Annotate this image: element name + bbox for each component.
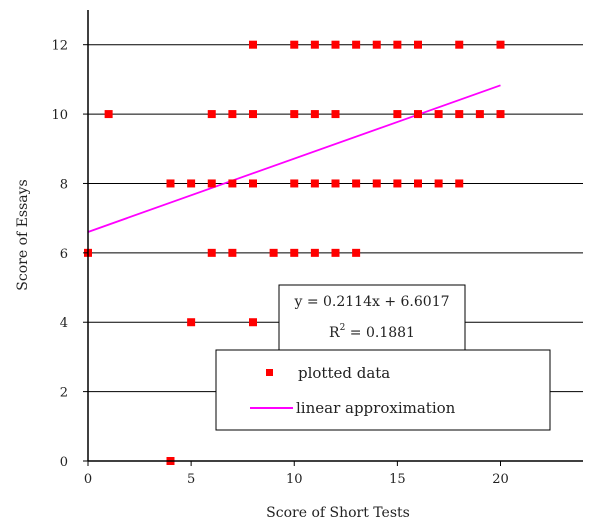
tick-labels: 0 2 4 6 8 10 12 0 5 10 15 20	[51, 39, 508, 487]
data-point	[455, 40, 464, 49]
regression-line	[87, 84, 501, 233]
data-point	[187, 179, 196, 188]
data-point	[310, 179, 319, 188]
data-point	[393, 179, 402, 188]
x-tick-label: 5	[187, 472, 195, 487]
y-tick-label: 2	[60, 386, 68, 401]
legend-label-linear-approximation: linear approximation	[296, 399, 456, 417]
legend-label-plotted-data: plotted data	[298, 364, 390, 382]
data-point	[331, 40, 340, 49]
equation-text: y = 0.2114x + 6.6017	[293, 294, 449, 310]
data-point	[207, 248, 216, 257]
x-axis-label: Score of Short Tests	[266, 505, 410, 521]
data-point	[455, 110, 464, 119]
x-tick-label: 20	[492, 472, 509, 487]
data-point	[290, 248, 299, 257]
data-point	[207, 179, 216, 188]
data-point	[249, 318, 257, 327]
y-tick-label: 0	[60, 455, 68, 470]
axes	[83, 10, 583, 466]
regression-line-group	[87, 84, 501, 233]
data-point	[393, 110, 402, 119]
y-tick-label: 4	[60, 316, 68, 331]
data-point	[414, 179, 422, 188]
data-point	[187, 318, 196, 327]
data-point	[228, 110, 237, 119]
x-tick-label: 10	[286, 472, 303, 487]
data-point	[331, 110, 340, 119]
r-squared-symbol: R	[329, 325, 340, 341]
data-point	[352, 179, 361, 188]
data-point	[434, 179, 443, 188]
x-tick-label: 15	[389, 472, 406, 487]
data-point	[372, 179, 381, 188]
data-point	[331, 248, 340, 257]
data-point	[393, 40, 402, 49]
data-point	[475, 110, 484, 119]
data-point	[352, 40, 361, 49]
data-point	[352, 248, 361, 257]
data-point	[496, 110, 505, 119]
data-point	[434, 110, 443, 119]
data-point	[207, 110, 216, 119]
data-point	[414, 40, 422, 49]
y-axis-label: Score of Essays	[15, 179, 31, 290]
data-point	[310, 40, 319, 49]
data-point	[228, 179, 237, 188]
data-point	[249, 110, 257, 119]
data-point	[331, 179, 340, 188]
equation-box: y = 0.2114x + 6.6017 R2 = 0.1881	[278, 284, 466, 354]
y-tick-label: 6	[60, 247, 68, 262]
data-point	[104, 110, 113, 119]
data-point	[496, 40, 505, 49]
data-point	[290, 40, 299, 49]
legend: plotted data linear approximation	[215, 349, 551, 431]
data-point	[249, 179, 257, 188]
data-point	[269, 248, 278, 257]
data-point	[310, 110, 319, 119]
data-point	[372, 40, 381, 49]
data-point	[249, 40, 257, 49]
data-point	[290, 179, 299, 188]
data-points	[84, 40, 505, 465]
data-point	[310, 248, 319, 257]
r-squared-text: R2 = 0.1881	[329, 323, 415, 341]
r-squared-value: = 0.1881	[345, 325, 415, 341]
y-tick-label: 8	[60, 177, 68, 192]
legend-marker-plotted-data	[266, 369, 273, 376]
data-point	[166, 179, 175, 188]
data-point	[290, 110, 299, 119]
data-point	[414, 110, 422, 119]
y-tick-label: 12	[51, 39, 68, 54]
data-point	[228, 248, 237, 257]
x-tick-label: 0	[84, 472, 92, 487]
data-point	[455, 179, 464, 188]
r-squared-exponent: 2	[340, 323, 346, 333]
y-tick-label: 10	[51, 108, 68, 123]
